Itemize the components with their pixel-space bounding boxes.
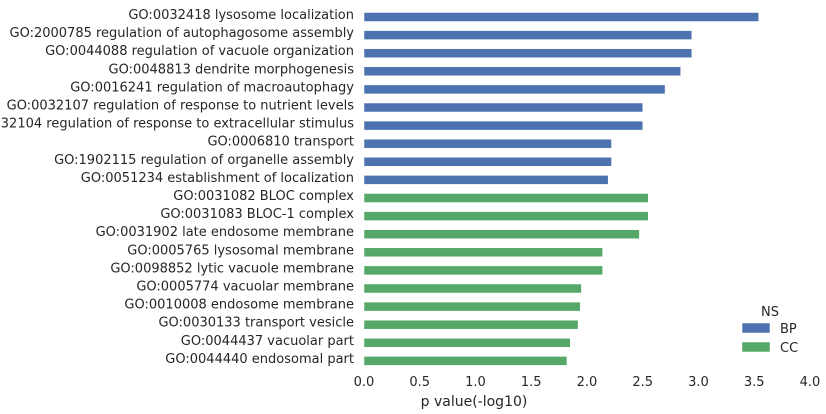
category-label-cc-9: GO:0044440 endosomal part — [165, 352, 354, 367]
category-label-bp-9: GO:0051234 establishment of localization — [81, 171, 354, 186]
bar-cc-5 — [363, 283, 582, 294]
x-tick-label-3: 1.5 — [521, 375, 542, 390]
legend-label-bp: BP — [780, 322, 797, 337]
legend-swatch-cc — [741, 341, 771, 353]
category-label-cc-5: GO:0005774 vacuolar membrane — [136, 280, 354, 295]
category-label-bp-5: GO:0032107 regulation of response to nut… — [7, 99, 355, 114]
bars-group — [363, 12, 759, 366]
category-label-bp-6: GO:0032104 regulation of response to ext… — [0, 117, 354, 132]
x-tick-label-0: 0.0 — [354, 375, 375, 390]
legend-label-cc: CC — [780, 341, 798, 356]
category-label-bp-0: GO:0032418 lysosome localization — [128, 8, 354, 23]
bar-cc-9 — [363, 356, 568, 366]
x-tick-label-6: 3.0 — [688, 375, 709, 390]
bar-cc-0 — [363, 193, 649, 203]
legend-swatch-bp — [741, 322, 771, 334]
bar-cc-4 — [363, 265, 603, 276]
bar-cc-8 — [363, 338, 571, 348]
x-tick-label-2: 1.0 — [465, 375, 486, 390]
x-tick-label-8: 4.0 — [800, 375, 821, 390]
legend-title: NS — [761, 305, 779, 320]
bar-bp-8 — [363, 157, 612, 167]
bar-bp-1 — [363, 30, 693, 40]
bar-bp-0 — [363, 12, 759, 22]
category-label-bp-8: GO:1902115 regulation of organelle assem… — [54, 153, 354, 168]
category-label-cc-3: GO:0005765 lysosomal membrane — [127, 243, 354, 258]
bar-bp-3 — [363, 66, 681, 77]
bar-bp-6 — [363, 120, 643, 131]
category-label-cc-6: GO:0010008 endosome membrane — [124, 298, 354, 313]
category-label-cc-8: GO:0044437 vacuolar part — [181, 334, 354, 349]
category-label-bp-2: GO:0044088 regulation of vacuole organiz… — [45, 44, 354, 59]
category-label-cc-4: GO:0098852 lytic vacuole membrane — [110, 261, 354, 276]
bar-cc-7 — [363, 319, 579, 330]
category-label-bp-4: GO:0016241 regulation of macroautophagy — [70, 80, 354, 95]
bar-cc-3 — [363, 247, 603, 258]
bar-bp-7 — [363, 138, 612, 149]
legend: NS BP CC — [741, 305, 798, 356]
bar-bp-4 — [363, 84, 666, 95]
x-tick-label-7: 3.5 — [744, 375, 765, 390]
bar-cc-6 — [363, 301, 581, 312]
x-axis-ticks: 0.0 0.5 1.0 1.5 2.0 2.5 3.0 3.5 4.0 — [354, 375, 821, 390]
category-label-cc-1: GO:0031083 BLOC-1 complex — [160, 207, 354, 222]
category-label-cc-0: GO:0031082 BLOC complex — [173, 189, 354, 204]
x-axis-label: p value(-log10) — [421, 394, 528, 410]
category-label-bp-1: GO:2000785 regulation of autophagosome a… — [10, 26, 355, 41]
category-label-cc-2: GO:0031902 late endosome membrane — [96, 225, 354, 240]
category-label-bp-7: GO:0006810 transport — [207, 135, 354, 150]
category-labels: GO:0032418 lysosome localization GO:20007… — [0, 8, 354, 367]
category-label-bp-3: GO:0048813 dendrite morphogenesis — [109, 62, 355, 77]
bar-bp-5 — [363, 102, 643, 113]
x-tick-label-5: 2.5 — [632, 375, 653, 390]
bar-bp-2 — [363, 48, 693, 58]
x-tick-label-4: 2.0 — [577, 375, 598, 390]
x-tick-label-1: 0.5 — [409, 375, 430, 390]
bar-cc-2 — [363, 229, 640, 239]
bar-cc-1 — [363, 211, 649, 221]
bar-bp-9 — [363, 175, 609, 185]
category-label-cc-7: GO:0030133 transport vesicle — [158, 316, 354, 331]
